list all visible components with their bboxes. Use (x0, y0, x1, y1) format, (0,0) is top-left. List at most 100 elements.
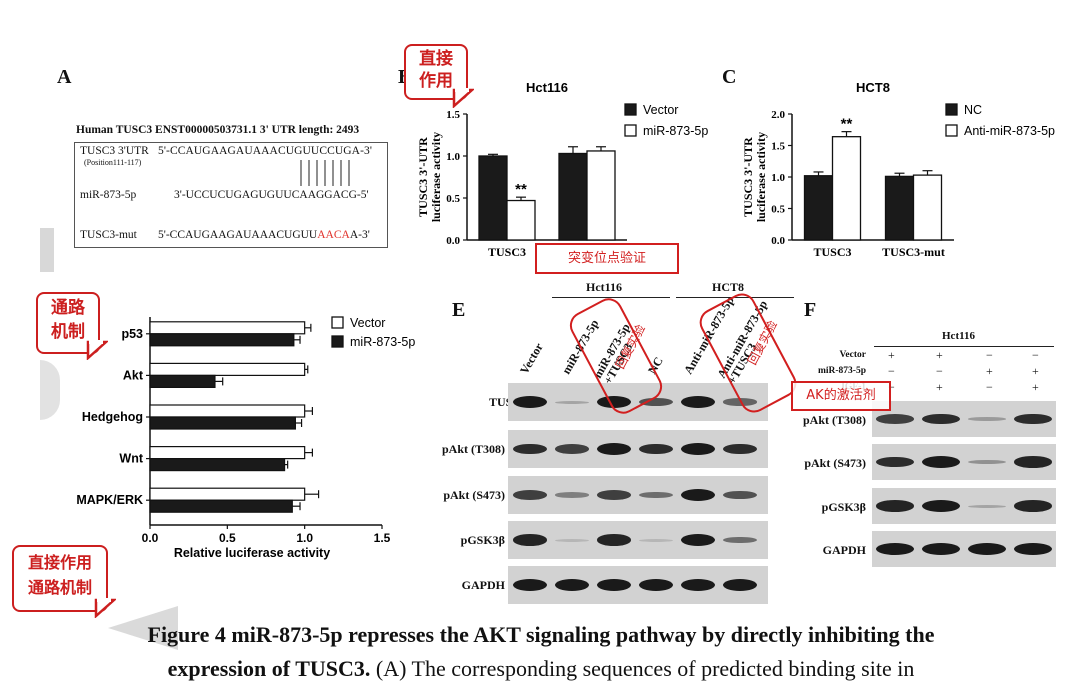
y-tick-label: 2.0 (771, 109, 785, 121)
x-tick-label: 0.5 (219, 531, 236, 545)
bar (149, 404, 306, 418)
bar (803, 175, 834, 241)
seq-row1-name: TUSC3 3'UTR (80, 145, 149, 157)
mutated-bases: AACA (317, 229, 350, 241)
blot-band (597, 396, 631, 408)
y-tick-label: MAPK/ERK (76, 493, 143, 507)
legend-swatch (331, 316, 344, 329)
panel-label-c: C (722, 66, 737, 88)
blot-band (968, 504, 1006, 508)
watermark-shape (40, 360, 60, 420)
bar (149, 374, 216, 389)
bar (149, 458, 286, 472)
y-tick-label: 0.0 (446, 235, 460, 247)
chart-d: 0.0 0.5 1.0 1.5 Relative luciferase activity… (76, 316, 415, 560)
blot-band (1014, 500, 1052, 512)
watermark-arrow-shape (108, 606, 178, 650)
blot-band (597, 579, 631, 591)
blot-band (1014, 456, 1052, 468)
condition-sign: − (888, 380, 895, 394)
legend-label: Vector (643, 103, 678, 117)
note-tail-icon (94, 598, 116, 618)
bar (149, 499, 293, 513)
blot-row-label: pAkt (S473) (443, 488, 505, 502)
legend-swatch (624, 103, 637, 116)
figure-caption-line1: Figure 4 miR-873-5p represses the AKT si… (147, 622, 935, 647)
blot-row-label: pGSK3β (821, 500, 866, 514)
condition-sign: + (986, 364, 993, 378)
condition-sign: + (1032, 364, 1039, 378)
blot-band (1014, 543, 1052, 555)
x-axis-label: Relative luciferase activity (174, 546, 330, 560)
seq-row3-name: TUSC3-mut (80, 229, 137, 241)
panel-label-f: F (804, 299, 817, 321)
bar (912, 174, 943, 241)
note-tail-icon (86, 340, 108, 360)
condition-sign: − (936, 364, 943, 378)
blot-band (597, 490, 631, 500)
x-tick-label: TUSC3 (813, 245, 851, 259)
sequence-box (74, 142, 388, 248)
panel-label-a: A (57, 66, 72, 88)
blot-band (876, 500, 914, 512)
y-axis-label: TUSC3 3'-UTRluciferase activity (741, 132, 768, 222)
watermark-shape (40, 228, 54, 272)
chart-title: Hct116 (526, 80, 568, 95)
blot-band (922, 456, 960, 468)
x-tick-label: TUSC3 (488, 245, 526, 259)
seq-row1-position: (Position111-117) (84, 158, 142, 167)
blot-band (681, 396, 715, 408)
significance-label: ** (515, 181, 527, 198)
note-mutation-validation: 突变位点验证 (535, 243, 679, 274)
y-tick-label: 0.5 (446, 193, 460, 205)
blot-band (639, 491, 673, 499)
bar (478, 155, 508, 241)
blot-band (555, 400, 589, 404)
bar (884, 175, 915, 241)
seq-row1-sequence: 5'-CCAUGAAGAUAAACUGUUCCUGA-3' (158, 145, 373, 157)
blot-row-label: pAkt (T308) (441, 442, 505, 456)
blot-band (513, 534, 547, 546)
legend-label: miR-873-5p (350, 335, 415, 349)
seq-row2-name: miR-873-5p (80, 189, 137, 201)
blot-band (876, 414, 914, 424)
condition-sign: + (936, 348, 943, 362)
seq-row2-sequence: 3'-UCCUCUGAGUGUUCAAGGACG-5' (174, 189, 369, 201)
blot-band (681, 579, 715, 591)
condition-sign: − (888, 364, 895, 378)
blot-band (597, 534, 631, 546)
blot-band (513, 396, 547, 408)
note-tail-icon (452, 88, 474, 108)
y-tick-label: 1.0 (446, 151, 460, 163)
condition-sign: + (936, 380, 943, 394)
legend-label: Anti-miR-873-5p (964, 124, 1055, 138)
blot-band (639, 397, 673, 407)
legend-swatch (624, 124, 637, 137)
bar (149, 446, 306, 460)
condition-label: Vector (839, 350, 866, 360)
y-tick-label: 0.0 (771, 235, 785, 247)
blot-f-title: Hct116 (942, 330, 975, 342)
x-tick-label: 1.5 (374, 531, 391, 545)
note-direct-pathway: 直接作用 通路机制 (12, 545, 108, 612)
blot-band (723, 490, 757, 500)
blot-band (639, 579, 673, 591)
group1-line (552, 297, 670, 298)
blot-band (922, 500, 960, 512)
note-ak-activator: AK的激活剂 (791, 381, 891, 411)
bar (149, 362, 306, 377)
blot-band (681, 534, 715, 546)
blot-band (968, 417, 1006, 421)
legend-label: NC (964, 103, 982, 117)
y-tick-label: 0.5 (771, 204, 785, 216)
chart-title: HCT8 (856, 80, 890, 95)
bar (506, 199, 536, 241)
blot-band (639, 443, 673, 455)
bar (586, 150, 616, 241)
blot-band (723, 536, 757, 544)
blot-row-label: pGSK3β (460, 533, 505, 547)
x-tick-label: 0.0 (142, 531, 159, 545)
blot-band (681, 443, 715, 455)
x-tick-label: TUSC3-mut (882, 245, 945, 259)
condition-sign: + (888, 348, 895, 362)
